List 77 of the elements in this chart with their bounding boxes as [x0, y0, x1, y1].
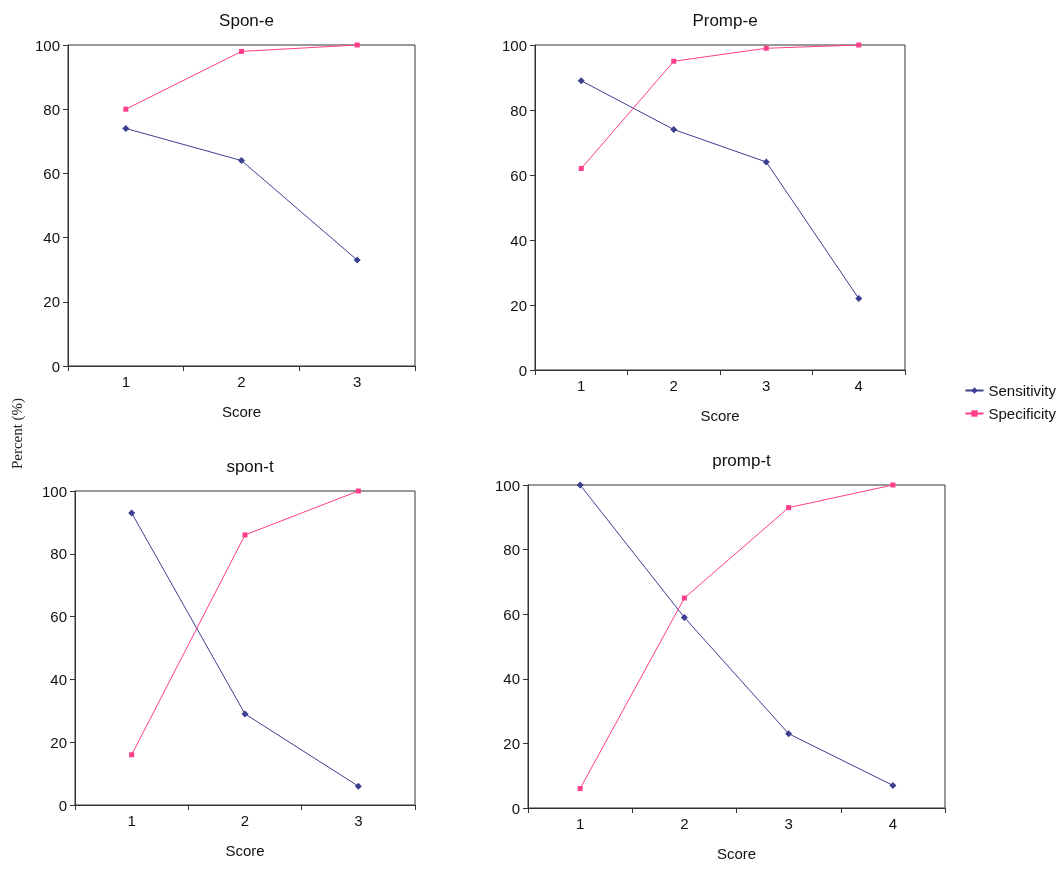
y-tick-label: 100: [494, 476, 520, 494]
x-tick-label: 1: [575, 815, 585, 832]
point: [241, 710, 249, 718]
x-tick-label: 1: [127, 812, 136, 829]
x-tick-label: 2: [237, 373, 246, 390]
point: [670, 126, 678, 133]
y-tick-label: 80: [510, 101, 527, 119]
point: [122, 124, 130, 132]
point: [577, 77, 585, 85]
point: [856, 42, 862, 48]
point: [762, 158, 770, 166]
x-tick-label: 2: [669, 377, 678, 394]
point: [128, 509, 136, 517]
x-axis-title: Score: [225, 842, 265, 859]
y-tick-label: 100: [34, 36, 60, 54]
x-axis-title: Score: [221, 403, 262, 420]
point: [681, 595, 687, 601]
x-tick-label: 2: [680, 815, 689, 832]
point: [577, 786, 583, 792]
y-tick-label: 20: [503, 734, 520, 752]
y-tick-label: 40: [503, 670, 520, 688]
point: [889, 781, 897, 789]
x-tick-label: 1: [121, 373, 131, 390]
y-tick-label: 80: [43, 100, 60, 118]
y-tick-label: 100: [41, 482, 67, 500]
y-tick-label: 20: [510, 296, 527, 314]
y-tick-label: 0: [58, 796, 67, 814]
y-tick-label: 60: [510, 166, 527, 184]
y-tick-label: 20: [50, 733, 67, 751]
legend-label: Sensitivity: [988, 382, 1057, 399]
y-tick-label: 100: [501, 36, 527, 54]
legend-label: Specificity: [988, 405, 1057, 422]
x-axis-title: Score: [700, 407, 740, 424]
point: [239, 48, 244, 54]
point: [576, 481, 584, 489]
x-tick-label: 3: [352, 373, 362, 390]
x-tick-label: 3: [784, 815, 793, 832]
point: [242, 532, 248, 538]
chart-title: promp-t: [712, 451, 772, 470]
x-axis-title: Score: [716, 845, 757, 862]
y-tick-label: 20: [43, 293, 60, 311]
point: [578, 166, 584, 171]
y-tick-label: 60: [50, 608, 67, 626]
y-tick-label: 80: [50, 545, 67, 563]
point: [671, 58, 677, 64]
chart-title: Promp-e: [692, 11, 758, 30]
point: [680, 613, 688, 621]
x-tick-label: 4: [854, 377, 863, 394]
x-tick-label: 3: [354, 812, 363, 829]
point: [353, 256, 361, 264]
y-tick-label: 0: [518, 361, 527, 379]
y-tick-label: 80: [503, 541, 520, 559]
point: [123, 106, 129, 112]
x-tick-label: 2: [240, 812, 250, 829]
y-tick-label: 0: [51, 357, 60, 375]
point: [238, 157, 245, 165]
point: [786, 505, 792, 511]
chart-title: Spon-e: [219, 11, 274, 30]
y-tick-label: 40: [510, 231, 527, 249]
point: [129, 752, 135, 758]
y-tick-label: 60: [503, 605, 520, 623]
y-tick-label: 40: [50, 670, 67, 688]
point: [354, 42, 360, 48]
y-tick-label: 0: [511, 799, 520, 817]
x-tick-label: 4: [888, 815, 898, 832]
x-tick-label: 3: [762, 377, 771, 394]
point: [355, 488, 361, 494]
point: [354, 782, 362, 790]
x-tick-label: 1: [577, 377, 586, 394]
point: [763, 45, 769, 51]
point: [785, 730, 793, 738]
y-tick-label: 40: [43, 229, 60, 247]
chart-title: spon-t: [226, 457, 274, 476]
point: [855, 295, 863, 302]
y-axis-title: Percent (%): [8, 396, 26, 472]
y-tick-label: 60: [43, 164, 60, 182]
point: [890, 482, 896, 488]
